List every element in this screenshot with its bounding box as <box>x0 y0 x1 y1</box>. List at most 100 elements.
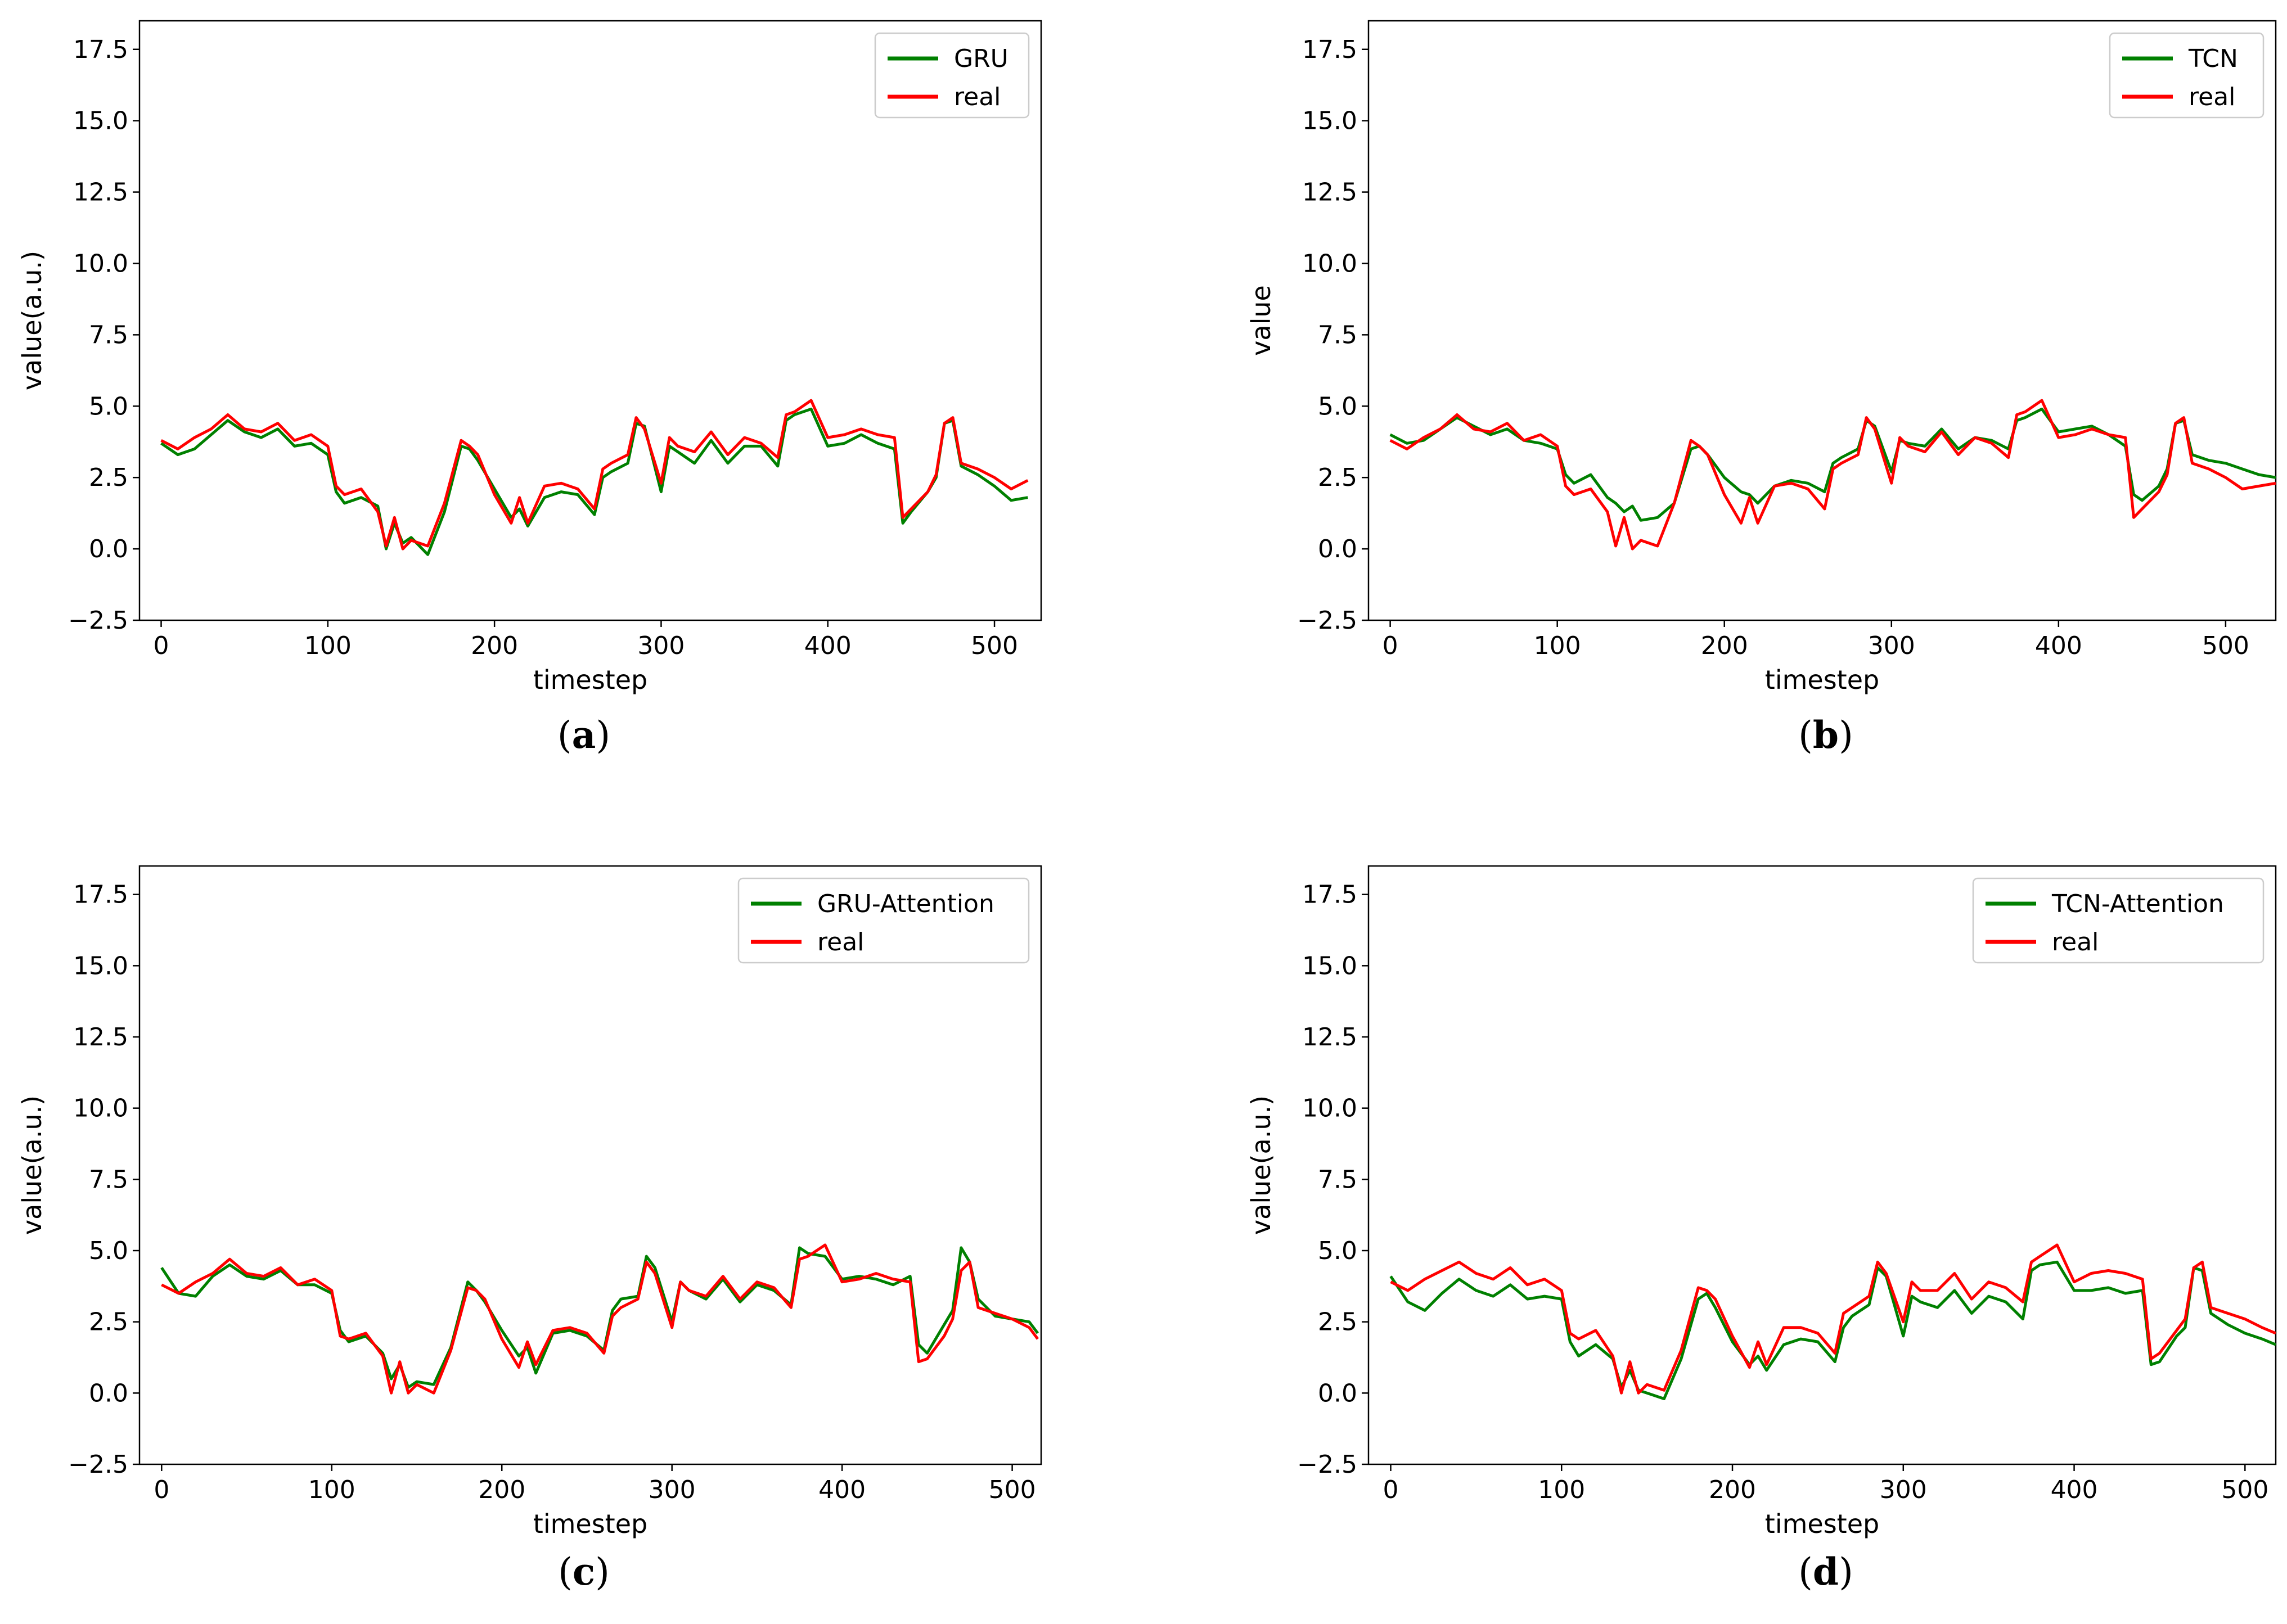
y-tick-label: −2.5 <box>68 606 128 635</box>
caption-letter: d <box>1813 1550 1839 1594</box>
series-line-prediction <box>160 1246 1039 1389</box>
y-tick-label: −2.5 <box>1297 1450 1357 1479</box>
chart-svg-c: −2.5 0.0 2.5 5.0 7.5 10.0 12.5 15.0 17.5 0 100 200 3… <box>17 865 1042 1594</box>
y-axis-label: value <box>1246 285 1276 356</box>
panel-caption: (c) <box>558 1550 610 1594</box>
x-tick-label: 0 <box>1383 631 1398 660</box>
x-tick-label: 500 <box>989 1476 1036 1504</box>
chart-panel-c: −2.5 0.0 2.5 5.0 7.5 10.0 12.5 15.0 17.5 0 100 200 3… <box>0 812 1144 1624</box>
y-tick-label: −2.5 <box>68 1450 128 1479</box>
caption-close: ) <box>596 714 610 757</box>
y-tick-label: 15.0 <box>1302 107 1357 136</box>
legend-box <box>1972 877 2265 964</box>
y-tick-label: 2.5 <box>89 463 128 492</box>
plot-frame <box>1367 865 2277 1465</box>
y-axis-label: value(a.u.) <box>1246 1095 1276 1235</box>
y-tick-label: 12.5 <box>1302 178 1357 207</box>
caption-close: ) <box>1839 714 1853 757</box>
legend-label: GRU <box>954 44 1009 73</box>
x-tick-label: 0 <box>154 1476 169 1504</box>
x-tick-label: 0 <box>1383 1476 1398 1504</box>
plot-frame <box>138 865 1042 1465</box>
y-tick-label: 15.0 <box>73 951 128 980</box>
legend-box <box>2109 32 2265 119</box>
x-tick-label: 400 <box>2035 631 2082 660</box>
caption-letter: a <box>572 713 596 757</box>
x-axis-label: timestep <box>1765 665 1879 695</box>
y-tick-label: 10.0 <box>73 1094 128 1123</box>
legend-box <box>737 877 1030 964</box>
y-tick-label: 5.0 <box>1318 392 1357 421</box>
x-tick-label: 300 <box>637 631 685 660</box>
x-tick-label: 300 <box>649 1476 696 1504</box>
x-tick-label: 300 <box>1868 631 1915 660</box>
chart-panel-b: −2.5 0.0 2.5 5.0 7.5 10.0 12.5 15.0 17.5 0 100 200 3… <box>1144 0 2287 812</box>
x-tick-label: 100 <box>1538 1476 1585 1504</box>
caption-letter: b <box>1813 713 1839 757</box>
y-tick-label: 2.5 <box>89 1308 128 1337</box>
x-tick-label: 400 <box>818 1476 866 1504</box>
legend-label: real <box>954 83 1001 111</box>
x-axis-label: timestep <box>1765 1509 1879 1539</box>
x-tick-label: 100 <box>1534 631 1581 660</box>
y-tick-label: 0.0 <box>1318 535 1357 563</box>
x-tick-label: 400 <box>804 631 852 660</box>
y-tick-label: 0.0 <box>1318 1379 1357 1408</box>
legend-label: real <box>2189 83 2235 111</box>
y-tick-label: 0.0 <box>89 1379 128 1408</box>
y-tick-label: 12.5 <box>73 1023 128 1052</box>
y-tick-label: 10.0 <box>1302 249 1357 278</box>
caption-letter: c <box>573 1550 595 1594</box>
y-tick-label: 0.0 <box>89 535 128 563</box>
y-tick-label: 17.5 <box>1302 35 1357 64</box>
plot-frame <box>138 20 1042 621</box>
legend-label: GRU-Attention <box>817 890 994 918</box>
legend-label: real <box>2052 928 2099 957</box>
x-tick-label: 100 <box>304 631 352 660</box>
y-tick-label: 7.5 <box>1318 321 1357 349</box>
y-tick-label: 7.5 <box>89 321 128 349</box>
y-tick-label: 15.0 <box>73 107 128 136</box>
chart-svg-d: −2.5 0.0 2.5 5.0 7.5 10.0 12.5 15.0 17.5 0 100 200 3… <box>1246 865 2277 1594</box>
plot-frame <box>1367 20 2277 621</box>
legend-label: TCN-Attention <box>2051 890 2224 918</box>
y-tick-label: 17.5 <box>1302 881 1357 909</box>
series-line-real <box>1390 1243 2276 1395</box>
y-tick-label: 15.0 <box>1302 951 1357 980</box>
y-tick-label: 17.5 <box>73 881 128 909</box>
x-tick-label: 500 <box>2221 1476 2268 1504</box>
series-line-real <box>160 399 1029 551</box>
x-tick-label: 0 <box>154 631 169 660</box>
x-tick-label: 100 <box>308 1476 355 1504</box>
y-tick-label: 5.0 <box>89 392 128 421</box>
x-tick-label: 200 <box>1701 631 1748 660</box>
y-tick-label: 12.5 <box>73 178 128 207</box>
chart-svg-a: −2.5 0.0 2.5 5.0 7.5 10.0 12.5 15.0 17.5 0 100 200 3… <box>17 20 1042 757</box>
y-tick-label: 2.5 <box>1318 1308 1357 1337</box>
caption-open: ( <box>557 714 572 757</box>
panel-caption: (b) <box>1798 713 1853 757</box>
caption-close: ) <box>595 1550 610 1594</box>
y-tick-label: 7.5 <box>1318 1165 1357 1194</box>
series-line-prediction <box>1389 407 2276 522</box>
y-tick-label: 5.0 <box>1318 1237 1357 1265</box>
caption-open: ( <box>1798 714 1813 757</box>
y-tick-label: 7.5 <box>89 1165 128 1194</box>
x-tick-label: 500 <box>971 631 1018 660</box>
y-tick-label: 17.5 <box>73 35 128 64</box>
x-axis-label: timestep <box>533 665 647 695</box>
series-line-real <box>1389 399 2276 551</box>
chart-svg-b: −2.5 0.0 2.5 5.0 7.5 10.0 12.5 15.0 17.5 0 100 200 3… <box>1246 20 2277 757</box>
x-tick-label: 500 <box>2202 631 2249 660</box>
y-tick-label: 5.0 <box>89 1237 128 1265</box>
series-line-real <box>161 1243 1039 1395</box>
legend-label: real <box>817 928 864 957</box>
y-tick-label: −2.5 <box>1297 606 1357 635</box>
x-tick-label: 300 <box>1880 1476 1927 1504</box>
y-tick-label: 2.5 <box>1318 463 1357 492</box>
x-tick-label: 200 <box>471 631 518 660</box>
x-tick-label: 200 <box>1709 1476 1756 1504</box>
y-tick-label: 10.0 <box>1302 1094 1357 1123</box>
x-tick-label: 200 <box>478 1476 525 1504</box>
caption-open: ( <box>1798 1550 1813 1594</box>
